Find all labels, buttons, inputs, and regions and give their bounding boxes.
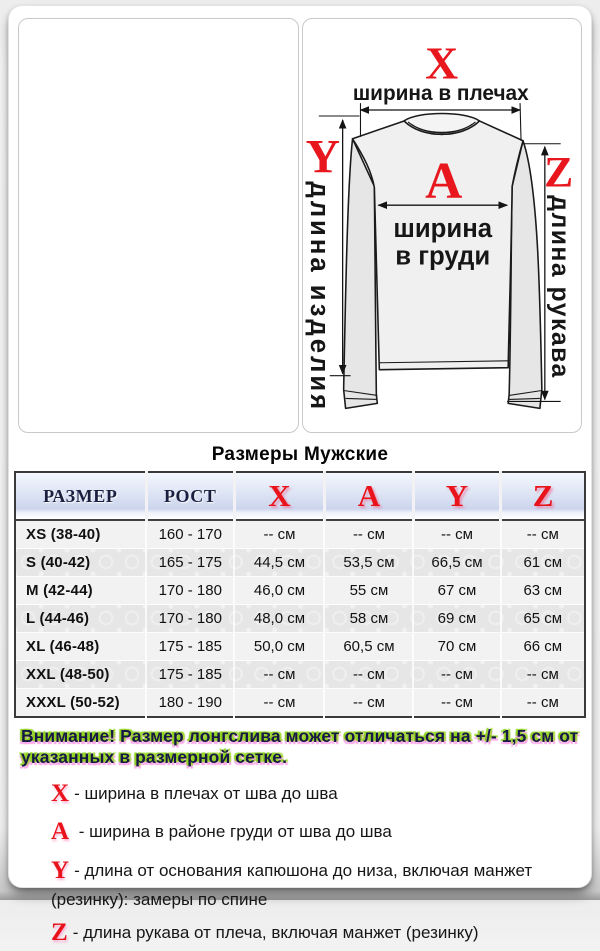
a-cell: -- см	[324, 688, 415, 717]
diagram-y-label: длина изделия	[304, 181, 332, 412]
height-cell: 175 - 185	[146, 660, 236, 689]
shirt-diagram: X ширина в плечах Y длина изделия A шири…	[304, 37, 573, 412]
legend-letter-z: Z	[51, 919, 68, 947]
legend-item-z: Z- длина рукава от плеча, включая манжет…	[51, 915, 571, 951]
col-header-y: Y	[413, 472, 503, 521]
y-cell: -- см	[413, 688, 502, 717]
shirt-left-cuff-line	[343, 389, 377, 400]
z-cell: 61 см	[523, 554, 563, 571]
size-cell: XL (46-48)	[15, 632, 148, 661]
size-cell: XXL (48-50)	[15, 660, 148, 689]
z-cell: -- см	[526, 666, 559, 683]
page: X ширина в плечах Y длина изделия A шири…	[8, 5, 592, 946]
table-row: XXXL (50-52) 180 - 190 -- см -- см -- см…	[15, 688, 585, 717]
y-cell: 69 см	[413, 604, 502, 633]
shirt-right-cuff-line	[508, 389, 542, 400]
height-cell: 170 - 180	[146, 604, 236, 633]
table-row: XS (38-40) 160 - 170 -- см -- см -- см -…	[15, 520, 585, 549]
a-cell: -- см	[324, 520, 415, 549]
height-cell: 175 - 185	[146, 632, 236, 661]
height-cell: 180 - 190	[146, 688, 236, 717]
a-cell: 53,5 см	[324, 548, 415, 577]
image-panels: X ширина в плечах Y длина изделия A шири…	[9, 6, 591, 433]
shirt-hem-line	[378, 360, 508, 364]
size-cell: XS (38-40)	[15, 520, 148, 549]
legend-letter-x: X	[51, 779, 70, 807]
legend-text-a: - ширина в районе груди от шва до шва	[74, 822, 392, 842]
legend-letter-a: A	[51, 818, 70, 846]
diagram-a-label-line2: в груди	[395, 243, 490, 271]
height-cell: 160 - 170	[146, 520, 236, 549]
legend-letter-y: Y	[51, 856, 70, 884]
y-cell: -- см	[413, 520, 502, 549]
z-cell: 66 см	[523, 638, 563, 655]
legend-item-y: Y- длина от основания капюшона до низа, …	[51, 853, 571, 913]
a-cell: 55 см	[324, 576, 415, 605]
diagram-letter-y: Y	[305, 131, 339, 183]
z-cell: -- см	[526, 526, 559, 543]
y-cell: 66,5 см	[413, 548, 502, 577]
diagram-z-label: длина рукава	[545, 195, 572, 379]
col-header-height: РОСТ	[146, 472, 236, 521]
size-cell: M (42-44)	[15, 576, 148, 605]
shirt-diagram-panel: X ширина в плечах Y длина изделия A шири…	[301, 18, 582, 433]
a-cell: -- см	[324, 660, 415, 689]
x-cell: -- см	[234, 520, 326, 549]
height-cell: 170 - 180	[146, 576, 236, 605]
shirt-collar	[402, 112, 480, 136]
a-cell: 60,5 см	[324, 632, 415, 661]
diagram-a-label-line1: ширина	[393, 215, 492, 243]
x-cell: 50,0 см	[234, 632, 326, 661]
col-header-a: A	[324, 472, 415, 521]
a-cell: 58 см	[324, 604, 415, 633]
legend-item-a: A - ширина в районе груди от шва до шва	[51, 814, 571, 850]
legend-text-x: - ширина в плечах от шва до шва	[74, 783, 338, 803]
size-chart-card: X ширина в плечах Y длина изделия A шири…	[8, 5, 592, 946]
diagram-letter-x: X	[425, 37, 458, 88]
y-cell: 70 см	[413, 632, 502, 661]
x-cell: -- см	[234, 688, 326, 717]
x-cell: -- см	[234, 660, 326, 689]
y-cell: -- см	[413, 660, 502, 689]
diagram-letter-z: Z	[544, 148, 573, 196]
legend-text-z: - длина рукава от плеча, включая манжет …	[72, 923, 479, 943]
left-image-panel	[18, 18, 299, 433]
col-header-z: Z	[500, 472, 585, 521]
table-row: M (42-44) 170 - 180 46,0 см 55 см 67 см …	[15, 576, 585, 605]
table-row: XXL (48-50) 175 - 185 -- см -- см -- см …	[15, 660, 585, 689]
size-cell: S (40-42)	[15, 548, 148, 577]
z-cell: 65 см	[523, 610, 563, 627]
shirt-collar-rib2	[410, 123, 473, 134]
table-row: L (44-46) 170 - 180 48,0 см 58 см 69 см …	[15, 604, 585, 633]
x-cell: 46,0 см	[234, 576, 326, 605]
warning-note: Внимание! Размер лонгслива может отличат…	[21, 726, 579, 768]
legend-text-y: - длина от основания капюшона до низа, в…	[51, 860, 533, 910]
diagram-x-label: ширина в плечах	[352, 82, 528, 105]
z-cell: 63 см	[523, 582, 563, 599]
size-cell: L (44-46)	[15, 604, 148, 633]
table-row: S (40-42) 165 - 175 44,5 см 53,5 см 66,5…	[15, 548, 585, 577]
col-header-size: РАЗМЕР	[15, 472, 148, 521]
legend-item-x: X- ширина в плечах от шва до шва	[51, 776, 571, 812]
size-cell: XXXL (50-52)	[15, 688, 148, 717]
col-header-x: X	[234, 472, 326, 521]
x-cell: 44,5 см	[234, 548, 326, 577]
table-title: Размеры Мужские	[211, 444, 389, 465]
height-cell: 165 - 175	[146, 548, 236, 577]
y-cell: 67 см	[413, 576, 502, 605]
header-row: РАЗМЕР РОСТ X A Y Z	[15, 472, 585, 521]
size-table: РАЗМЕР РОСТ X A Y Z XS (38-40) 160 - 170…	[14, 471, 586, 718]
measurement-legend: X- ширина в плечах от шва до шва A - шир…	[51, 776, 571, 951]
table-row: XL (46-48) 175 - 185 50,0 см 60,5 см 70 …	[15, 632, 585, 661]
z-cell: -- см	[526, 694, 559, 711]
x-cell: 48,0 см	[234, 604, 326, 633]
diagram-letter-a: A	[425, 153, 462, 210]
